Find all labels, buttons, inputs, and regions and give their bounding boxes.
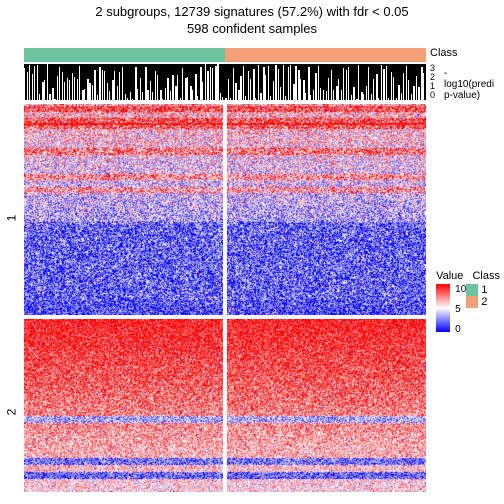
chart-subtitle: 598 confident samples (0, 21, 504, 36)
chart-title: 2 subgroups, 12739 signatures (57.2%) wi… (0, 0, 504, 21)
class-legend-items: 12 (466, 284, 487, 308)
value-legend-title: Value (436, 270, 463, 282)
pvalue-track (24, 64, 426, 100)
column-gap (223, 104, 227, 492)
row-group-label-2: 2 (4, 408, 18, 415)
row-gap (24, 315, 426, 319)
row-group-label-1: 1 (4, 214, 18, 221)
class-legend-title: Class (472, 270, 500, 282)
pvalue-legend-label: -log10(predip-value) (444, 68, 494, 101)
pvalue-axis: 3210 (430, 64, 444, 100)
legend: Value Class 1050 12 (436, 270, 500, 332)
heatmap (24, 104, 426, 492)
chart-area: Class 3210 -log10(predip-value) (24, 48, 426, 496)
class-annotation-bar (24, 48, 426, 62)
color-gradient (436, 284, 450, 332)
class-annotation-label: Class (430, 47, 458, 59)
